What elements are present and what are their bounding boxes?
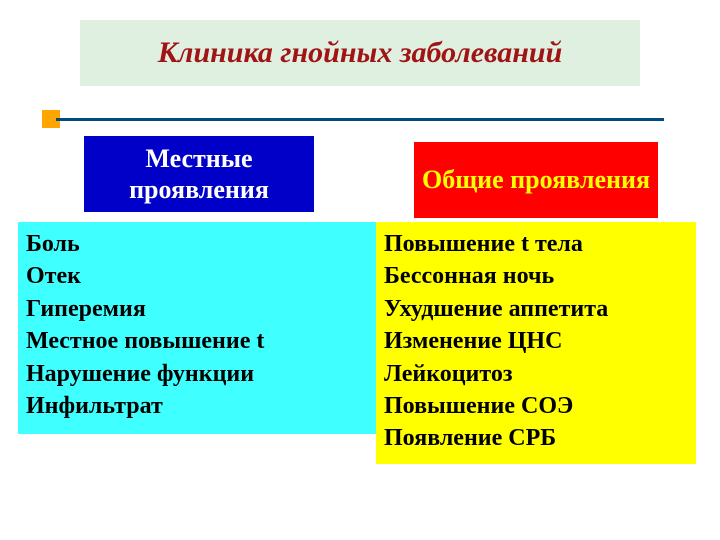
accent-line xyxy=(56,118,664,121)
column-header-general: Общие проявления xyxy=(414,142,658,218)
list-item: Изменение ЦНС xyxy=(384,325,688,357)
list-item: Нарушение функции xyxy=(26,358,368,390)
column-header-general-text: Общие проявления xyxy=(422,164,650,195)
slide-title: Клиника гнойных заболеваний xyxy=(158,36,563,70)
list-item: Бессонная ночь xyxy=(384,260,688,292)
list-item: Местное повышение t xyxy=(26,325,368,357)
list-item: Лейкоцитоз xyxy=(384,358,688,390)
list-item: Отек xyxy=(26,260,368,292)
list-item: Боль xyxy=(26,228,368,260)
panel-general: Повышение t тела Бессонная ночь Ухудшени… xyxy=(376,222,696,464)
list-item: Гиперемия xyxy=(26,293,368,325)
list-item: Появление СРБ xyxy=(384,422,688,454)
slide-title-box: Клиника гнойных заболеваний xyxy=(80,20,640,86)
list-item: Повышение СОЭ xyxy=(384,390,688,422)
column-header-local-text: Местные проявления xyxy=(84,143,314,205)
list-item: Инфильтрат xyxy=(26,390,368,422)
panel-local: Боль Отек Гиперемия Местное повышение t … xyxy=(18,222,376,434)
list-item: Ухудшение аппетита xyxy=(384,293,688,325)
list-item: Повышение t тела xyxy=(384,228,688,260)
column-header-local: Местные проявления xyxy=(84,136,314,212)
